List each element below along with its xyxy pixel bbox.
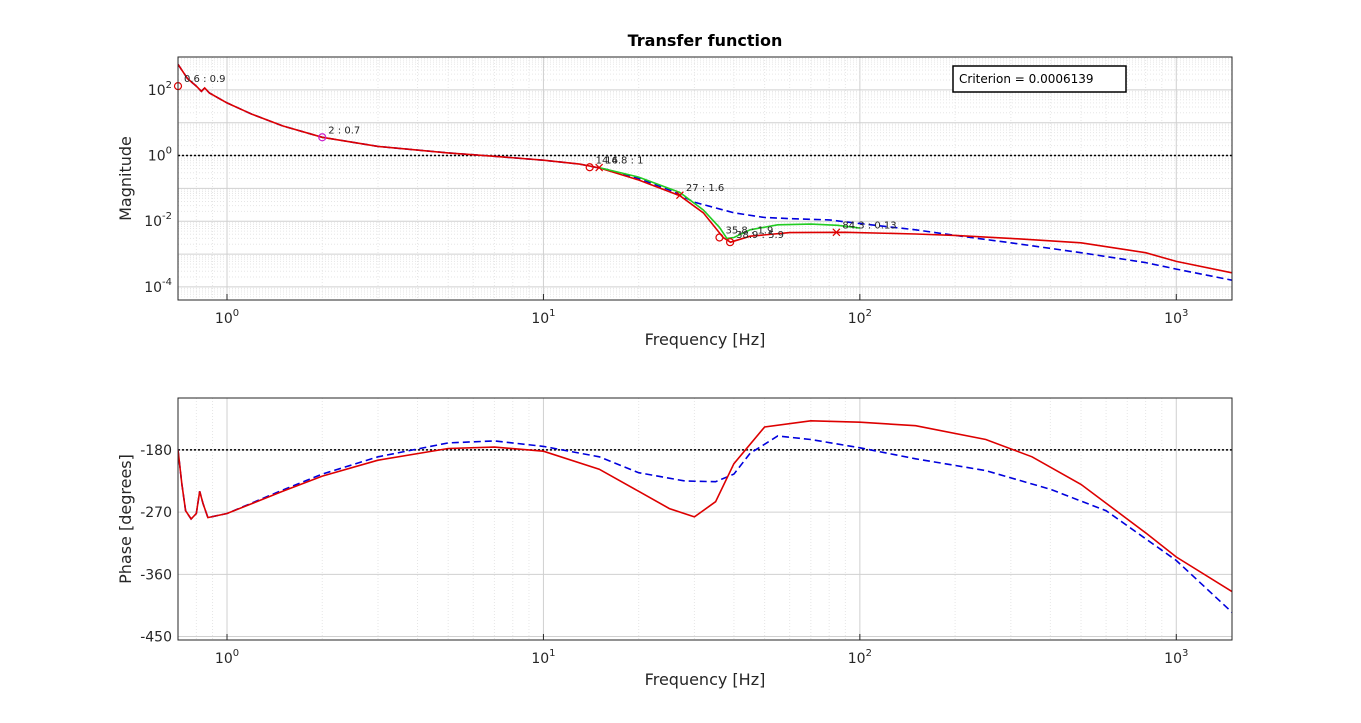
marker-circle	[726, 238, 735, 247]
marker-label: 38.9 : 5.9	[736, 230, 784, 241]
magnitude-axes: 0.6 : 0.9 2 : 0.7 14.614.8 : 1 27 : 1.6 35.8…	[116, 31, 1233, 349]
criterion-text: Criterion = 0.0006139	[959, 72, 1094, 86]
y-tick-label: 102	[148, 80, 172, 99]
marker-label: 35.8 : 1.9	[725, 225, 773, 236]
plot-area	[178, 57, 1232, 300]
x-tick-label: 100	[215, 648, 239, 667]
criterion-box	[952, 65, 1127, 93]
x-tick-label: 100	[215, 308, 239, 327]
y-tick-label: -270	[140, 505, 172, 521]
marker-circle	[585, 163, 594, 172]
marker-label: 84.3 : 0.13	[842, 220, 896, 231]
marker-cross	[595, 163, 604, 172]
series-line-0	[178, 435, 1232, 613]
marker-circle	[715, 233, 724, 242]
axes-box	[177, 56, 1233, 301]
y-axis-label: Magnitude	[116, 136, 135, 221]
marker-cross	[832, 228, 841, 237]
marker-label: 0.6 : 0.9	[184, 74, 226, 85]
phase-axes: 100 101 102 103 -450 -360 -270 -180 Frequency [H…	[116, 397, 1233, 689]
y-tick-label: 10-4	[144, 277, 172, 296]
x-tick-label: 103	[1164, 648, 1188, 667]
x-axis-label: Frequency [Hz]	[645, 330, 766, 349]
axes-box	[177, 397, 1233, 641]
y-tick-label: -450	[140, 630, 172, 646]
x-axis-label: Frequency [Hz]	[645, 670, 766, 689]
y-tick-label: 10-2	[144, 211, 172, 230]
x-tick-label: 102	[848, 648, 872, 667]
series-group	[178, 419, 1232, 613]
series-line-2	[599, 166, 860, 240]
x-tick-label: 103	[1164, 308, 1188, 327]
marker-label: 2 : 0.7	[328, 125, 360, 136]
x-tick-label: 101	[531, 308, 555, 327]
y-tick-label: -360	[140, 567, 172, 583]
series-line-1	[178, 419, 1232, 593]
marker-label: 14.8 : 1	[605, 156, 643, 167]
marker-circle	[318, 133, 327, 142]
y-tick-label: 100	[148, 146, 172, 165]
plot-area	[178, 398, 1232, 640]
marker-cross	[676, 191, 684, 200]
marker-label: 27 : 1.6	[686, 183, 724, 194]
marker-label: 14.6	[596, 155, 618, 166]
y-tick-label: -180	[140, 443, 172, 459]
chart-title: Transfer function	[628, 31, 783, 50]
x-tick-label: 102	[848, 308, 872, 327]
x-tick-label: 101	[531, 648, 555, 667]
y-axis-label: Phase [degrees]	[116, 454, 135, 584]
